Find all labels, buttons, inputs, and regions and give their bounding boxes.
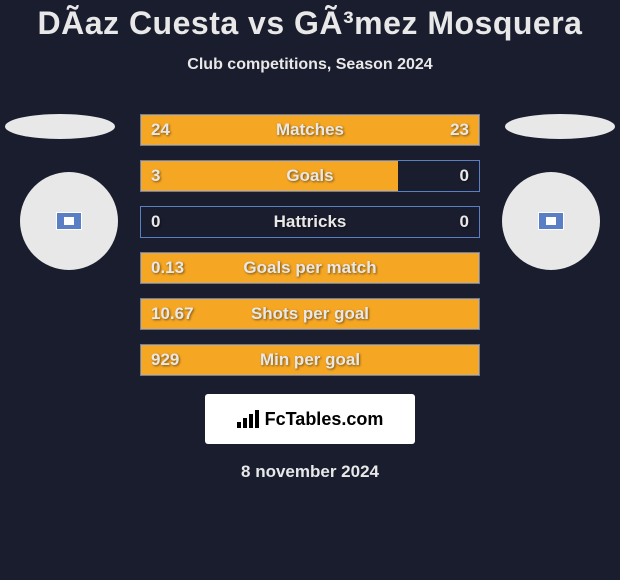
player-left-ellipse — [5, 114, 115, 139]
stat-row: 24Matches23 — [140, 114, 480, 146]
page-title: DÃ­az Cuesta vs GÃ³mez Mosquera — [0, 5, 620, 42]
stat-value-right: 0 — [460, 166, 469, 186]
logo-box: FcTables.com — [205, 394, 415, 444]
stat-row: 0Hattricks0 — [140, 206, 480, 238]
stat-label: Goals — [141, 166, 479, 186]
stat-label: Matches — [141, 120, 479, 140]
flag-icon — [56, 212, 82, 230]
stat-row: 0.13Goals per match — [140, 252, 480, 284]
stat-label: Min per goal — [141, 350, 479, 370]
stat-value-right: 0 — [460, 212, 469, 232]
stat-bars: 24Matches233Goals00Hattricks00.13Goals p… — [140, 114, 480, 376]
date-label: 8 november 2024 — [0, 462, 620, 482]
stat-label: Goals per match — [141, 258, 479, 278]
comparison-content: 24Matches233Goals00Hattricks00.13Goals p… — [0, 114, 620, 482]
page-subtitle: Club competitions, Season 2024 — [0, 56, 620, 74]
stat-row: 929Min per goal — [140, 344, 480, 376]
stat-row: 3Goals0 — [140, 160, 480, 192]
stat-label: Hattricks — [141, 212, 479, 232]
flag-icon — [538, 212, 564, 230]
stat-value-right: 23 — [450, 120, 469, 140]
player-right-avatar — [502, 172, 600, 270]
logo-text: FcTables.com — [265, 409, 384, 430]
stat-row: 10.67Shots per goal — [140, 298, 480, 330]
player-left-avatar — [20, 172, 118, 270]
stat-label: Shots per goal — [141, 304, 479, 324]
player-right-ellipse — [505, 114, 615, 139]
chart-icon — [237, 410, 259, 428]
